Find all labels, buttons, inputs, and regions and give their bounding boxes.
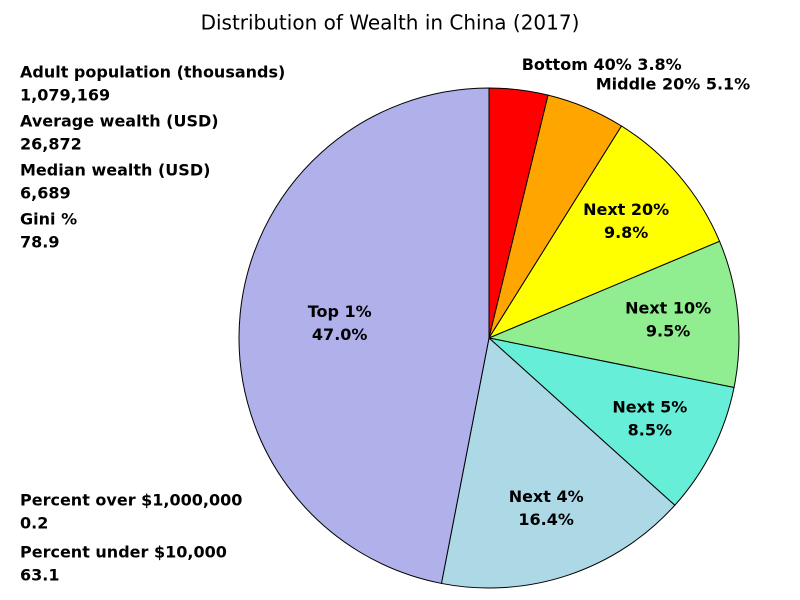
value-label: 3.8% (637, 54, 681, 73)
stat-value: 0.2 (20, 514, 48, 533)
stat-label: Percent over $1,000,000 (20, 491, 242, 510)
category-label: Next 5% (612, 397, 687, 416)
stat-value: 78.9 (20, 233, 59, 252)
category-label: Next 4% (509, 487, 584, 506)
stat-label: Median wealth (USD) (20, 161, 210, 180)
value-label: 16.4% (518, 510, 574, 529)
pie-slice (487, 125, 721, 340)
category-label: Next 20% (583, 200, 669, 219)
chart-title: Distribution of Wealth in China (2017) (201, 11, 580, 35)
pie-slice (487, 240, 740, 389)
stat-value: 6,689 (20, 184, 71, 203)
category-label: Next 10% (625, 299, 711, 318)
stat-label: Gini % (20, 210, 77, 229)
category-label: Top 1% (308, 302, 372, 321)
stat-label: Percent under $10,000 (20, 543, 227, 562)
stat-value: 63.1 (20, 566, 59, 585)
category-label: Bottom 40% (522, 54, 632, 73)
pie-slice (440, 337, 676, 589)
value-label: 9.8% (604, 223, 648, 242)
slice-label: Bottom 40% 3.8% (522, 54, 682, 73)
pie-slice (238, 87, 490, 585)
stat-label: Adult population (thousands) (20, 63, 285, 82)
slice-label: Middle 20% 5.1% (596, 74, 750, 93)
value-label: 9.5% (646, 322, 690, 341)
pie-slice (487, 337, 735, 506)
stat-value: 26,872 (20, 135, 82, 154)
value-label: 47.0% (312, 325, 368, 344)
value-label: 5.1% (706, 74, 750, 93)
value-label: 8.5% (628, 420, 672, 439)
category-label: Middle 20% (596, 74, 701, 93)
stat-value: 1,079,169 (20, 86, 110, 105)
stat-label: Average wealth (USD) (20, 112, 219, 131)
